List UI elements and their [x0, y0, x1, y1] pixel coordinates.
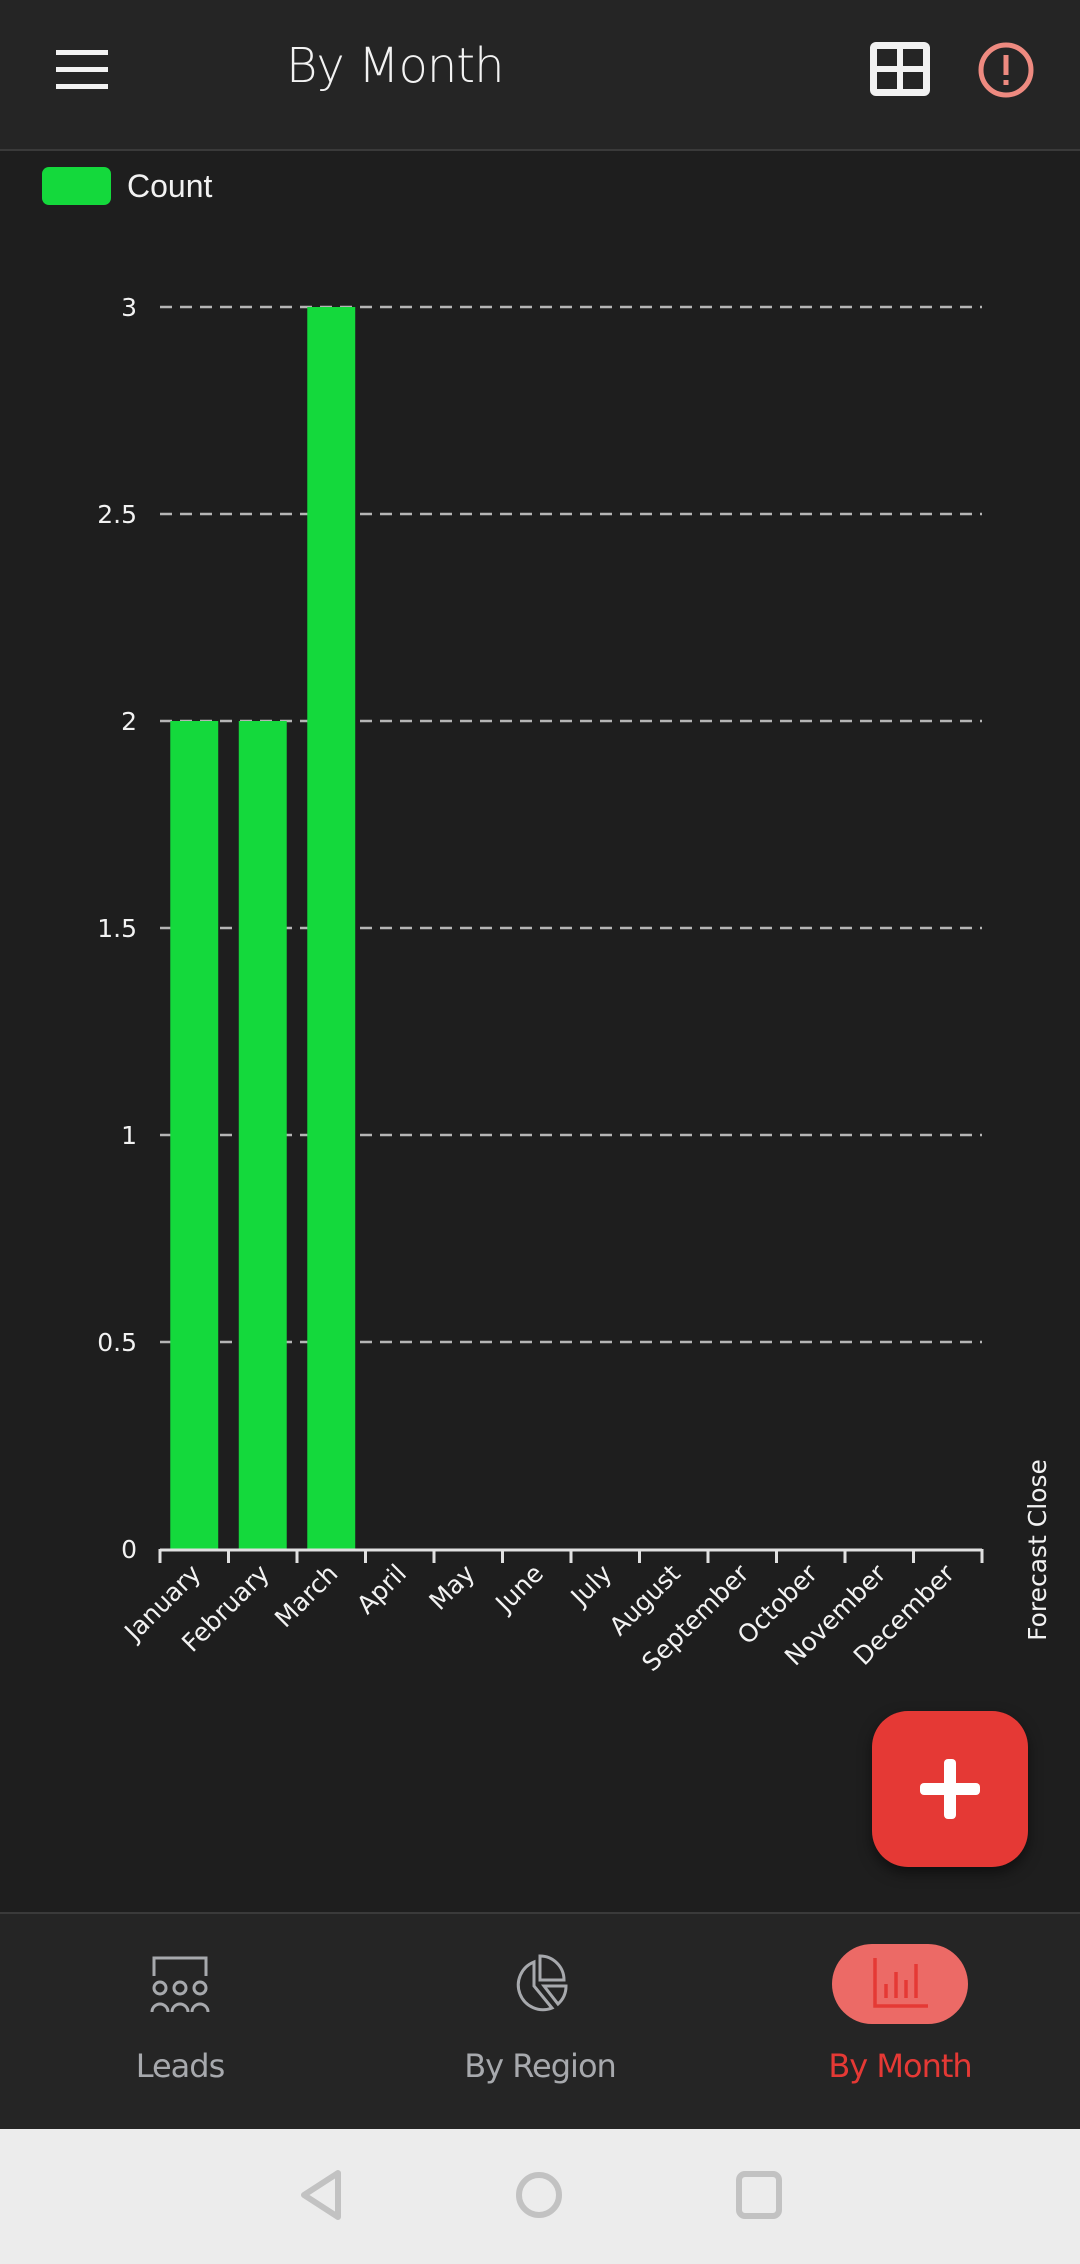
x-tick-label: May — [423, 1559, 480, 1616]
y-tick-label: 1.5 — [97, 914, 137, 943]
table-grid-icon[interactable] — [868, 40, 932, 98]
x-tick-label: July — [564, 1559, 618, 1613]
x-tick-label: June — [489, 1559, 549, 1619]
y-tick-label: 1 — [121, 1121, 137, 1150]
pie-chart-icon — [516, 1954, 568, 2012]
back-triangle-icon[interactable] — [298, 2169, 346, 2221]
nav-label: Leads — [135, 2047, 226, 2085]
y-tick-label: 2 — [121, 707, 137, 736]
recents-square-icon[interactable] — [734, 2169, 784, 2221]
y-tick-label: 3 — [121, 293, 137, 322]
nav-item-leads[interactable]: Leads — [0, 1914, 360, 2131]
home-circle-icon[interactable] — [514, 2169, 564, 2221]
x-tick-label: March — [269, 1559, 343, 1633]
nav-item-by-month[interactable]: By Month — [720, 1914, 1080, 2131]
hamburger-icon[interactable] — [56, 50, 110, 90]
x-axis-title: Forecast Close — [1023, 1459, 1052, 1641]
leads-group-icon — [150, 1956, 210, 2013]
bar-march — [307, 307, 356, 1549]
app-bar: By Month — [0, 0, 1080, 151]
y-tick-label: 0.5 — [97, 1328, 137, 1357]
nav-label: By Month — [828, 2047, 972, 2085]
bar-february — [238, 721, 287, 1549]
y-tick-label: 2.5 — [97, 500, 137, 529]
y-tick-label: 0 — [121, 1535, 137, 1564]
bar-chart-icon — [873, 1958, 928, 2008]
nav-item-by-region[interactable]: By Region — [360, 1914, 720, 2131]
bottom-navigation: Leads By Region By Month — [0, 1912, 1080, 2131]
alert-circle-icon[interactable] — [976, 40, 1036, 100]
legend-label: Count — [127, 167, 213, 204]
page-title: By Month — [286, 38, 505, 94]
nav-label: By Region — [464, 2047, 617, 2085]
add-button[interactable] — [872, 1711, 1028, 1867]
x-tick-label: April — [351, 1559, 412, 1620]
chart-legend: Count — [42, 167, 212, 205]
system-navigation-bar — [0, 2129, 1080, 2264]
legend-swatch-count — [42, 167, 111, 205]
bar-january — [170, 721, 219, 1549]
